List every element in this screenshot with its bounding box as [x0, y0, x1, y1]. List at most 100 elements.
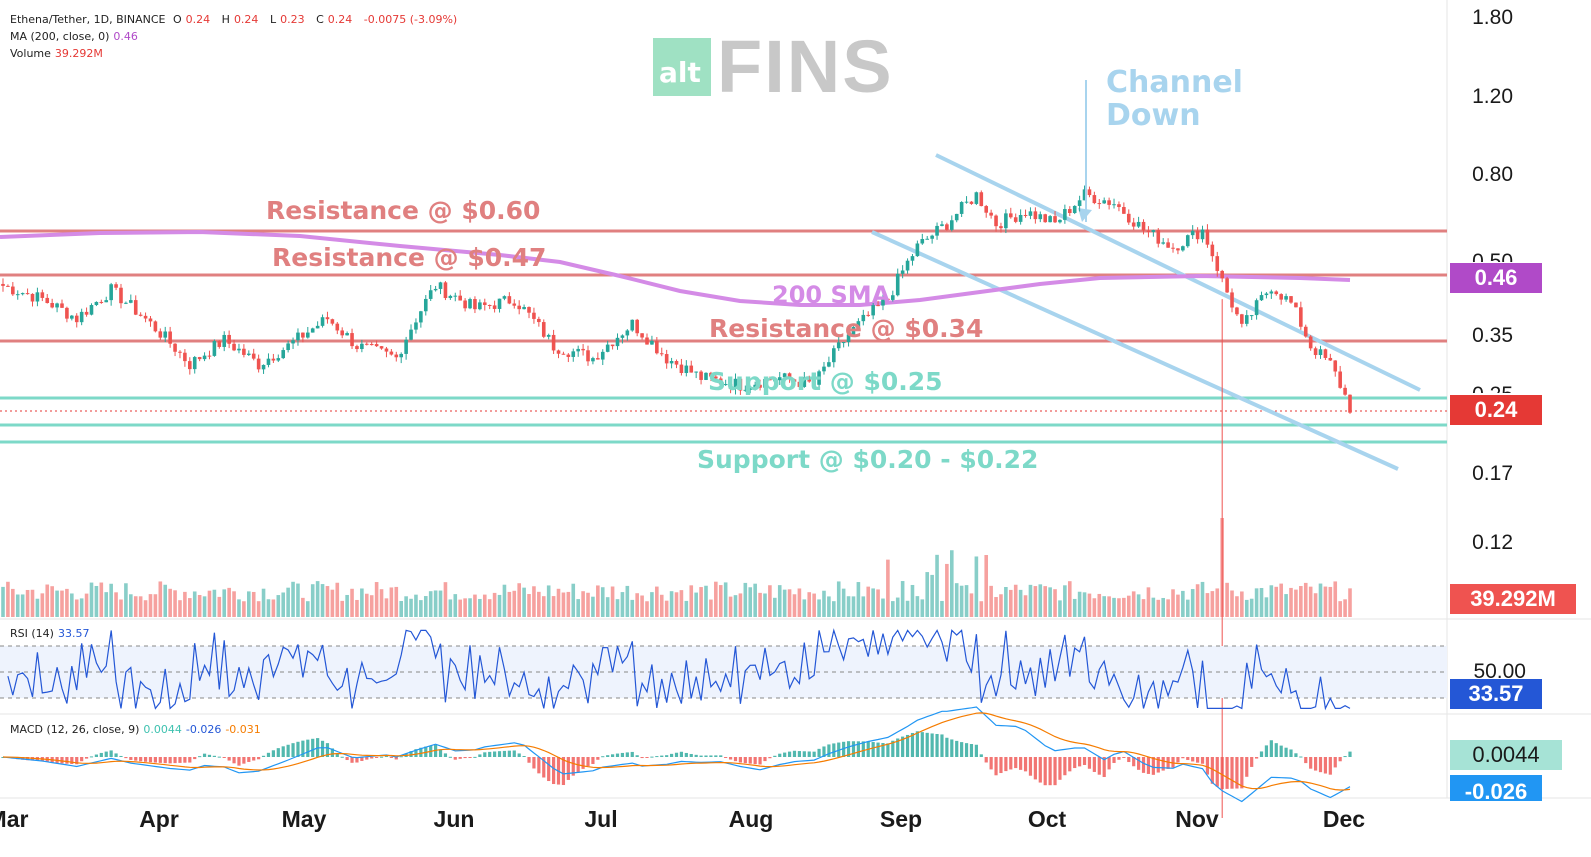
candle-body: [404, 339, 408, 354]
candle-body: [881, 298, 885, 306]
macd-hist-bar: [532, 757, 536, 769]
candle-body: [374, 344, 379, 347]
volume-bars: [1, 518, 1352, 617]
candle-body: [846, 334, 851, 343]
candle-body: [625, 330, 630, 336]
candle-body: [714, 376, 718, 379]
volume-bar: [315, 581, 320, 617]
candle: [625, 329, 630, 341]
macd-hist-bar: [473, 756, 477, 758]
volume-bar: [379, 589, 384, 617]
volume-bar: [930, 574, 934, 617]
candle: [414, 318, 418, 334]
candle: [453, 292, 458, 302]
candle-body: [320, 317, 325, 326]
macd-hist-bar: [355, 757, 359, 763]
candle: [1279, 293, 1283, 305]
macd-hist-bar: [478, 754, 482, 757]
macd-hist-bar: [660, 755, 664, 757]
volume-bar: [1235, 596, 1239, 617]
candle: [999, 222, 1003, 233]
volume-bar: [940, 600, 944, 617]
volume-bar: [148, 594, 153, 617]
candle: [1126, 209, 1131, 225]
volume-bar: [364, 593, 369, 617]
macd-hist-bar: [945, 737, 949, 757]
candle: [325, 311, 330, 324]
candle: [1, 278, 5, 292]
volume-bar: [188, 598, 192, 617]
macd-hist-bar: [99, 752, 103, 757]
volume-bar: [1023, 595, 1028, 617]
rsi-panel: [0, 628, 1447, 711]
candle-body: [478, 302, 482, 310]
macd-hist-bar: [709, 755, 713, 757]
candle-body: [1254, 300, 1259, 316]
volume-bar: [763, 593, 767, 617]
volume-bar: [261, 588, 266, 617]
macd-hist-bar: [846, 741, 851, 757]
macd-hist-bar: [783, 752, 787, 757]
macd-hist-bar: [202, 753, 207, 757]
candle-body: [1141, 221, 1146, 231]
macd-hist-bar: [964, 743, 969, 757]
candle: [153, 320, 158, 333]
price-tick-0-25: 0.25: [1423, 383, 1513, 393]
candle: [305, 326, 310, 339]
candle-body: [1136, 221, 1141, 227]
month-aug: Aug: [728, 806, 774, 832]
candle: [232, 339, 236, 352]
candle: [974, 191, 979, 206]
volume-bar: [1, 586, 5, 617]
volume-bar: [846, 596, 851, 617]
volume-bar: [1146, 587, 1151, 617]
candle: [404, 336, 408, 360]
candle-body: [433, 288, 438, 291]
volume-bar: [355, 599, 359, 617]
candle-body: [566, 354, 571, 357]
candle: [1303, 324, 1308, 338]
macd-hist-bar: [1220, 757, 1224, 790]
candle-body: [305, 332, 310, 338]
volume-bar: [807, 592, 812, 617]
macd-hist-bar: [1313, 757, 1318, 771]
candle: [1004, 209, 1008, 234]
volume-bar: [60, 590, 64, 617]
candle-body: [355, 346, 359, 350]
candle-body: [743, 389, 748, 391]
candle: [114, 282, 118, 291]
macd-hist-bar: [1073, 757, 1077, 769]
macd-hist-bar: [148, 757, 153, 763]
candle-body: [70, 315, 74, 319]
macd-hist-bar: [935, 733, 939, 757]
candle: [1269, 289, 1274, 299]
volume-bar: [1072, 598, 1077, 617]
candle: [841, 341, 846, 348]
volume-header: Volume 39.292M: [10, 47, 107, 60]
candle: [1274, 290, 1279, 296]
volume-bar: [1107, 596, 1111, 617]
candle: [1033, 207, 1038, 224]
macd-hist-bar: [620, 752, 625, 757]
volume-bar: [453, 594, 458, 617]
volume-bar: [242, 601, 246, 617]
volume-bar: [478, 598, 482, 617]
macd-hist-bar: [1004, 757, 1008, 772]
candle: [448, 294, 453, 300]
volume-bar: [1264, 597, 1269, 617]
candle-body: [586, 350, 590, 362]
candle-body: [1131, 222, 1136, 227]
macd-hist-bar: [237, 757, 241, 766]
candle: [945, 222, 949, 231]
candle-body: [807, 377, 812, 382]
macd-hist-bar: [1019, 757, 1023, 770]
month-mar: Mar: [0, 806, 29, 832]
volume-bar: [723, 582, 728, 617]
volume-bar: [1190, 589, 1195, 617]
candle-body: [1225, 278, 1229, 293]
macd-hist-bar: [1048, 757, 1052, 786]
candle-body: [596, 358, 600, 360]
candle-body: [197, 357, 202, 360]
candle-body: [861, 314, 866, 322]
